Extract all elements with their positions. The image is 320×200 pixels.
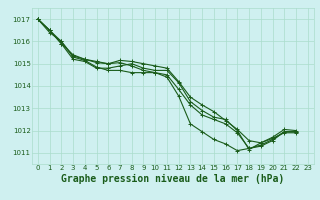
X-axis label: Graphe pression niveau de la mer (hPa): Graphe pression niveau de la mer (hPa) <box>61 174 284 184</box>
